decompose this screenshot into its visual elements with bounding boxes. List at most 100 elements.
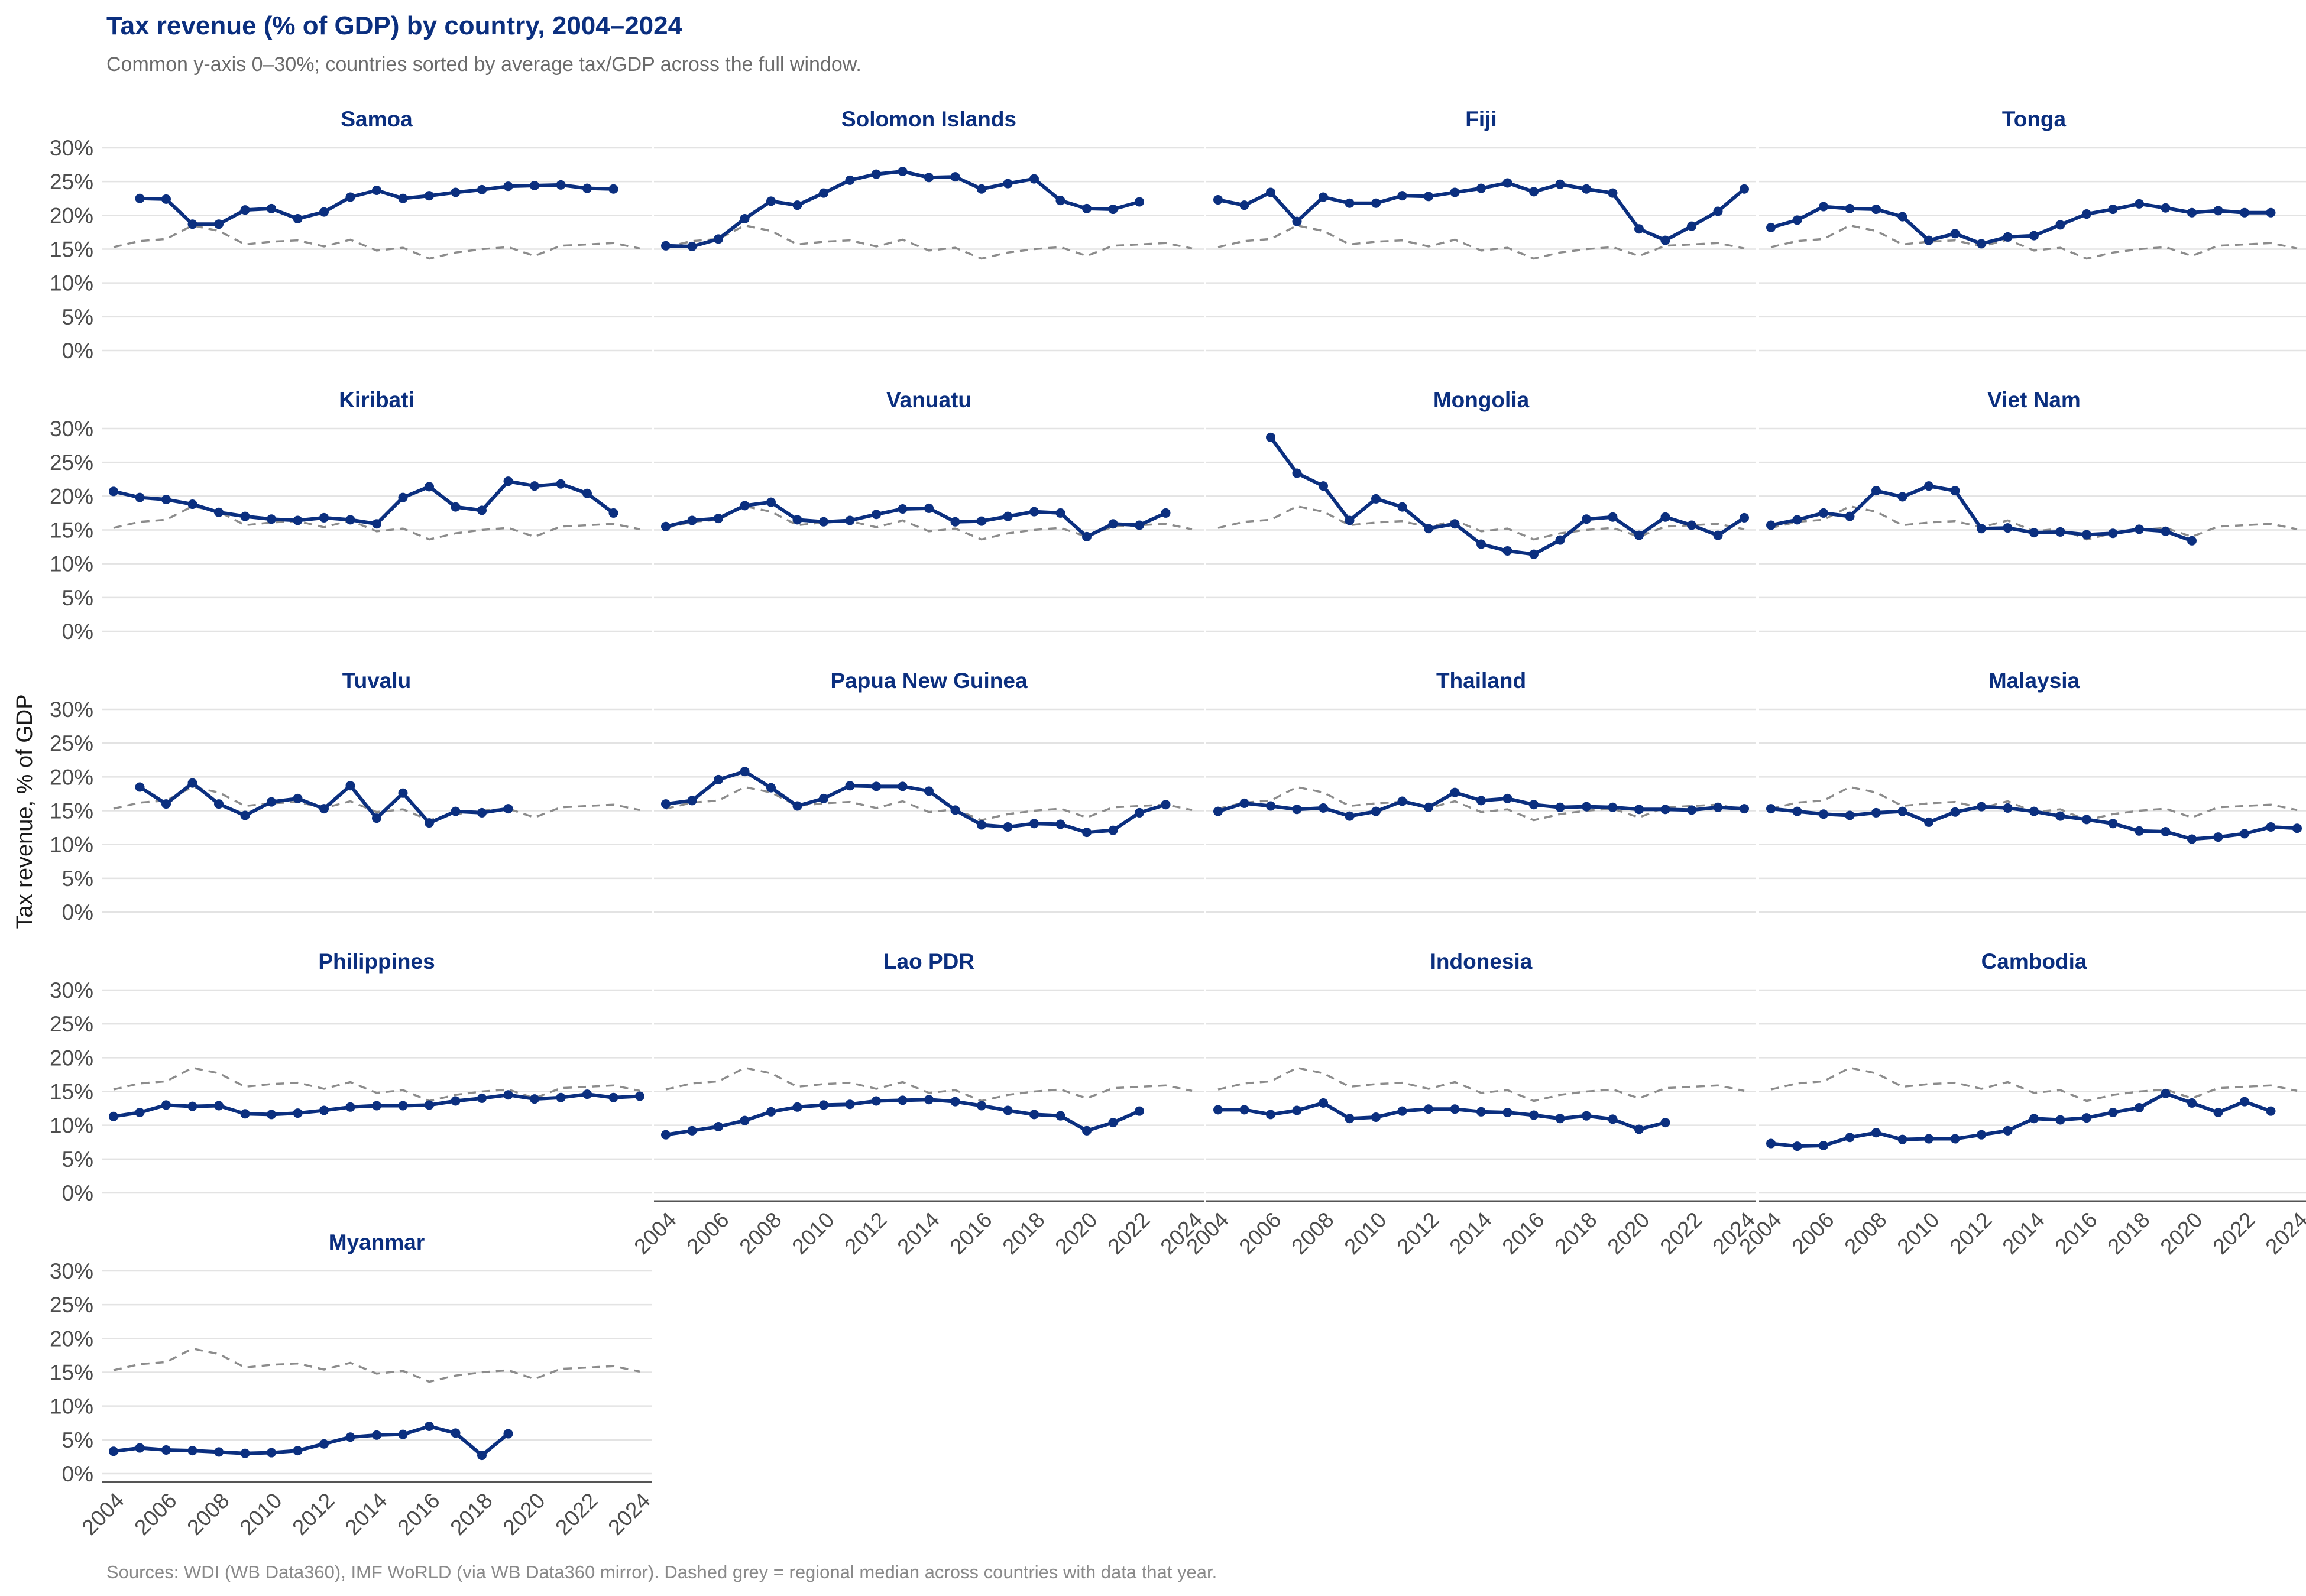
y-tick-label: 20%	[50, 1326, 93, 1351]
data-point	[1266, 1110, 1275, 1120]
x-tick-label: 2020	[1602, 1208, 1654, 1259]
panel-samoa: Samoa 0% 5% 10% 15% 20% 25% 30%	[50, 107, 652, 363]
data-point	[2055, 220, 2065, 230]
data-point	[1529, 800, 1539, 810]
data-point	[1555, 179, 1565, 189]
data-point	[1950, 807, 1960, 817]
data-point	[398, 193, 408, 203]
data-point	[530, 181, 539, 191]
data-point	[977, 516, 986, 526]
data-point	[161, 1100, 171, 1110]
data-point	[950, 805, 960, 815]
data-point	[1713, 206, 1723, 216]
y-tick-label: 20%	[50, 484, 93, 508]
y-tick-label: 25%	[50, 170, 93, 194]
data-point	[1055, 508, 1065, 518]
data-point	[293, 1108, 303, 1118]
data-point	[1371, 198, 1381, 208]
data-point	[819, 793, 828, 803]
data-point	[2055, 527, 2065, 537]
x-tick-label: 2006	[682, 1208, 733, 1259]
data-point	[135, 193, 145, 203]
data-point	[240, 205, 250, 215]
data-point	[2135, 524, 2144, 534]
regional-median-line	[113, 1347, 640, 1383]
data-point	[135, 782, 145, 792]
data-point	[608, 184, 618, 194]
data-point	[187, 778, 197, 788]
y-tick-label: 0%	[62, 1181, 93, 1205]
data-point	[1713, 530, 1723, 540]
x-tick-label: 2022	[550, 1488, 602, 1540]
data-point	[1135, 807, 1144, 818]
x-tick-label: 2020	[1050, 1208, 1102, 1259]
data-point	[924, 503, 934, 513]
data-point	[214, 219, 224, 229]
data-point	[1424, 1104, 1433, 1114]
data-point	[1108, 825, 1118, 835]
data-point	[1108, 1118, 1118, 1128]
data-point	[425, 1421, 434, 1431]
panel-solomon-islands: Solomon Islands	[654, 107, 1204, 352]
data-point	[1239, 200, 1249, 210]
data-point	[372, 1430, 381, 1440]
data-point	[2161, 526, 2171, 536]
data-point	[898, 781, 908, 791]
panel-mongolia: Mongolia	[1206, 388, 1756, 632]
data-point	[1924, 481, 1933, 491]
data-point	[1977, 239, 1986, 249]
data-point	[714, 234, 723, 244]
data-point	[135, 1443, 145, 1453]
regional-median-line	[1217, 1066, 1745, 1102]
data-point	[1003, 511, 1013, 521]
data-point	[1740, 804, 1749, 814]
data-point	[109, 1446, 118, 1456]
data-point	[161, 1445, 171, 1455]
panel-title-philippines: Philippines	[318, 949, 435, 974]
y-tick-label: 10%	[50, 1394, 93, 1419]
data-point	[477, 807, 487, 818]
data-point	[1766, 520, 1776, 530]
data-point	[1582, 1111, 1591, 1121]
data-point	[1529, 1110, 1539, 1120]
data-point	[1740, 184, 1749, 194]
data-point	[1687, 805, 1696, 815]
y-tick-label: 30%	[50, 1259, 93, 1283]
data-point	[1766, 804, 1776, 814]
data-point	[766, 783, 776, 793]
x-tick-label: 2006	[1234, 1208, 1285, 1259]
y-tick-label: 25%	[50, 1293, 93, 1317]
data-point	[1555, 1114, 1565, 1124]
data-point	[740, 767, 750, 777]
panel-title-papua-new-guinea: Papua New Guinea	[830, 669, 1028, 693]
data-point	[1397, 1106, 1407, 1116]
data-point	[1924, 1134, 1933, 1144]
data-point	[1450, 1104, 1460, 1114]
regional-median-line	[1217, 224, 1745, 260]
data-point	[267, 797, 276, 807]
data-point	[1766, 222, 1776, 232]
data-point	[1792, 1141, 1802, 1151]
data-point	[1687, 221, 1696, 231]
data-point	[2029, 231, 2039, 241]
data-point	[661, 521, 671, 531]
x-tick-label: 2014	[340, 1488, 391, 1540]
data-point	[1897, 212, 1907, 222]
data-point	[1082, 828, 1092, 838]
x-tick-label: 2014	[892, 1208, 944, 1259]
data-point	[950, 172, 960, 182]
data-point	[714, 1121, 723, 1131]
data-point	[1345, 1114, 1355, 1124]
data-point	[1135, 197, 1144, 207]
data-point	[898, 167, 908, 177]
data-point	[503, 1090, 513, 1100]
data-point	[687, 796, 697, 806]
data-point	[792, 1102, 802, 1112]
data-point	[2055, 811, 2065, 821]
data-point	[1924, 235, 1933, 245]
x-tick-label: 2024	[603, 1488, 655, 1540]
data-point	[1345, 198, 1355, 208]
y-tick-label: 0%	[62, 619, 93, 644]
data-point	[2187, 834, 2197, 844]
panel-title-solomon-islands: Solomon Islands	[841, 107, 1016, 131]
